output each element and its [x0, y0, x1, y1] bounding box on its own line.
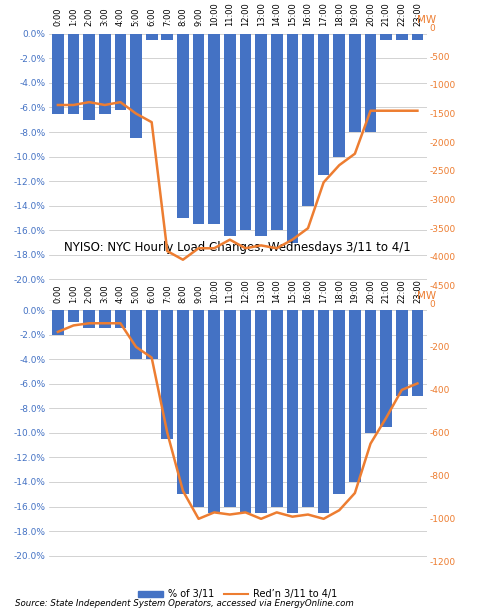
Bar [364, 34, 376, 132]
Bar [239, 34, 251, 230]
Bar [177, 34, 188, 218]
Bar [270, 34, 282, 230]
Bar [224, 310, 235, 507]
Bar [239, 310, 251, 513]
Text: MW: MW [416, 15, 436, 25]
Bar [270, 310, 282, 507]
Bar [67, 34, 79, 114]
Bar [83, 310, 95, 328]
Bar [161, 310, 173, 439]
Bar [99, 34, 110, 114]
Bar [192, 34, 204, 224]
Bar [67, 310, 79, 322]
Bar [161, 34, 173, 40]
Title: NYISO: NYC Hourly Load Changes, Wednesdays 3/11 to 4/1: NYISO: NYC Hourly Load Changes, Wednesda… [64, 241, 410, 254]
Legend: % of 3/11, Red’n 3/11 to 4/1: % of 3/11, Red’n 3/11 to 4/1 [134, 309, 340, 327]
Bar [177, 310, 188, 494]
Bar [348, 310, 360, 482]
Bar [208, 310, 220, 513]
Bar [130, 34, 142, 138]
Bar [395, 34, 407, 40]
Bar [302, 310, 313, 507]
Bar [255, 310, 266, 513]
Bar [364, 310, 376, 433]
Bar [146, 310, 157, 359]
Bar [114, 310, 126, 328]
Bar [286, 310, 298, 513]
Bar [379, 34, 391, 40]
Bar [411, 310, 423, 396]
Legend: % of 3/11, Red’n 3/11 to 4/1: % of 3/11, Red’n 3/11 to 4/1 [134, 586, 340, 604]
Bar [146, 34, 157, 40]
Bar [333, 34, 345, 157]
Bar [114, 34, 126, 110]
Bar [83, 34, 95, 120]
Bar [224, 34, 235, 236]
Bar [286, 34, 298, 243]
Bar [99, 310, 110, 328]
Bar [302, 34, 313, 206]
Bar [348, 34, 360, 132]
Bar [130, 310, 142, 359]
Bar [192, 310, 204, 507]
Bar [317, 310, 329, 513]
Bar [379, 310, 391, 427]
Bar [317, 34, 329, 175]
Bar [255, 34, 266, 236]
Bar [395, 310, 407, 396]
Bar [333, 310, 345, 494]
Bar [52, 34, 63, 114]
Bar [208, 34, 220, 224]
Text: Source: State Independent System Operators, accessed via EnergyOnline.com: Source: State Independent System Operato… [15, 599, 352, 608]
Text: MW: MW [416, 292, 436, 301]
Bar [52, 310, 63, 335]
Bar [411, 34, 423, 40]
